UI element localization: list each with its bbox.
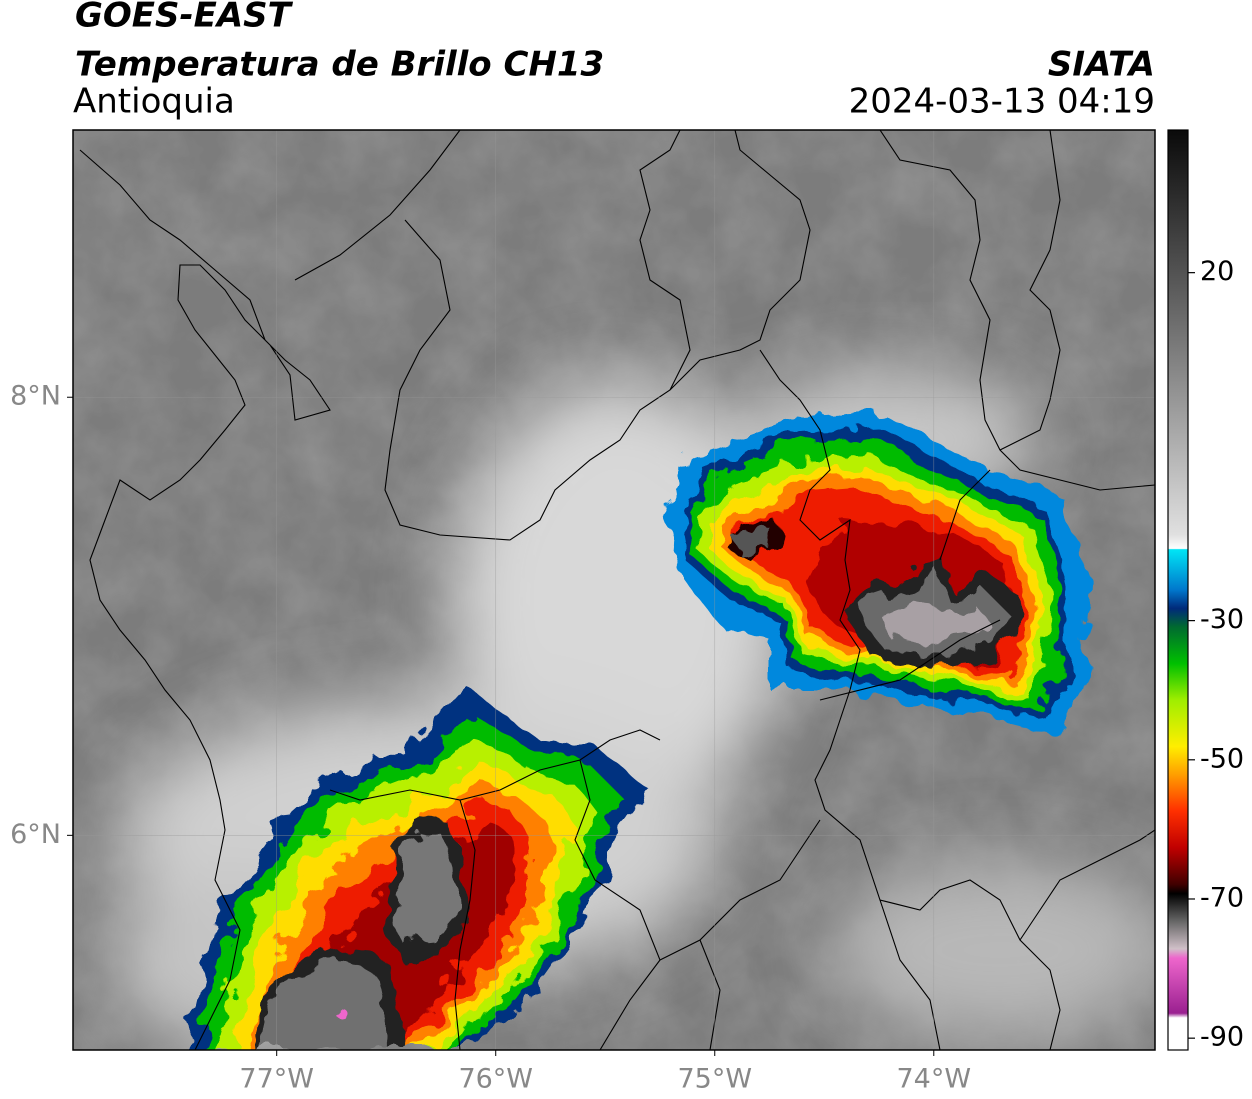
- storm-west: [185, 690, 650, 1050]
- colorbar: [1167, 129, 1189, 1051]
- timestamp: 2024-03-13 04:19: [849, 82, 1155, 122]
- borders: [79, 130, 1155, 1050]
- y-tick-label: 8°N: [10, 381, 61, 412]
- x-tick-label: 74°W: [897, 1064, 972, 1095]
- colorbar-tick-label: -70: [1200, 882, 1244, 913]
- colorbar-tick-label: -90: [1200, 1022, 1244, 1053]
- title: GOES-EAST: [75, 0, 294, 36]
- region: Antioquia: [73, 82, 235, 122]
- x-tick-label: 76°W: [458, 1064, 533, 1095]
- map-image: [73, 130, 1155, 1050]
- x-tick-label: 77°W: [239, 1064, 314, 1095]
- colorbar-tick-label: -50: [1200, 743, 1244, 774]
- source: SIATA: [1048, 45, 1155, 85]
- colorbar-tick-label: -30: [1200, 604, 1244, 635]
- x-tick-label: 75°W: [677, 1064, 752, 1095]
- y-tick-label: 6°N: [10, 819, 61, 850]
- colorbar-tick-label: 20: [1200, 256, 1234, 287]
- subtitle: Temperatura de Brillo CH13: [75, 45, 604, 85]
- map-frame: [72, 129, 1156, 1051]
